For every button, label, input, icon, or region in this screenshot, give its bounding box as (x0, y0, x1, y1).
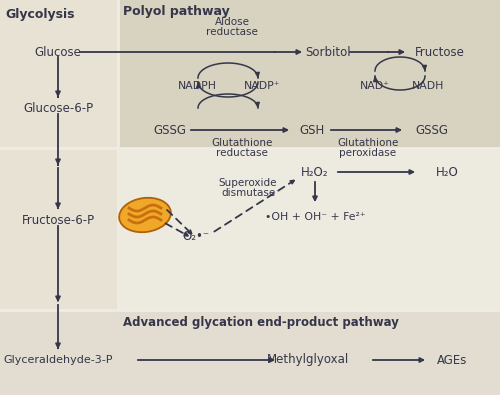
Text: peroxidase: peroxidase (340, 148, 396, 158)
Text: •OH + OH⁻ + Fe²⁺: •OH + OH⁻ + Fe²⁺ (264, 212, 366, 222)
Text: NADH: NADH (412, 81, 444, 91)
Text: Superoxide: Superoxide (219, 178, 277, 188)
Text: Glucose-6-P: Glucose-6-P (23, 102, 93, 115)
Text: NADP⁺: NADP⁺ (244, 81, 280, 91)
Text: Fructose-6-P: Fructose-6-P (22, 214, 95, 226)
Text: GSH: GSH (300, 124, 324, 137)
Text: Polyol pathway: Polyol pathway (123, 5, 230, 18)
Text: O₂•⁻: O₂•⁻ (182, 231, 210, 243)
Text: Sorbitol: Sorbitol (305, 45, 351, 58)
Bar (118, 148, 500, 310)
Text: NADPH: NADPH (178, 81, 216, 91)
Text: NAD⁺: NAD⁺ (360, 81, 390, 91)
Text: reductase: reductase (216, 148, 268, 158)
Bar (118, 0, 500, 148)
Bar (0, 0, 118, 395)
Bar (0, 310, 500, 395)
Text: Aldose: Aldose (214, 17, 250, 27)
Ellipse shape (119, 198, 171, 232)
Text: dismutase: dismutase (221, 188, 275, 198)
Text: Methylglyoxal: Methylglyoxal (267, 354, 349, 367)
Text: H₂O₂: H₂O₂ (301, 166, 329, 179)
Text: reductase: reductase (206, 27, 258, 37)
Text: Fructose: Fructose (415, 45, 465, 58)
Text: Glyceraldehyde-3-P: Glyceraldehyde-3-P (4, 355, 113, 365)
Text: AGEs: AGEs (437, 354, 467, 367)
Text: GSSG: GSSG (416, 124, 448, 137)
Text: Glutathione: Glutathione (338, 138, 398, 148)
Text: Glucose: Glucose (34, 45, 82, 58)
Text: Advanced glycation end-product pathway: Advanced glycation end-product pathway (123, 316, 399, 329)
Text: Glycolysis: Glycolysis (5, 8, 74, 21)
Text: GSSG: GSSG (154, 124, 186, 137)
Text: H₂O: H₂O (436, 166, 458, 179)
Text: Glutathione: Glutathione (212, 138, 272, 148)
